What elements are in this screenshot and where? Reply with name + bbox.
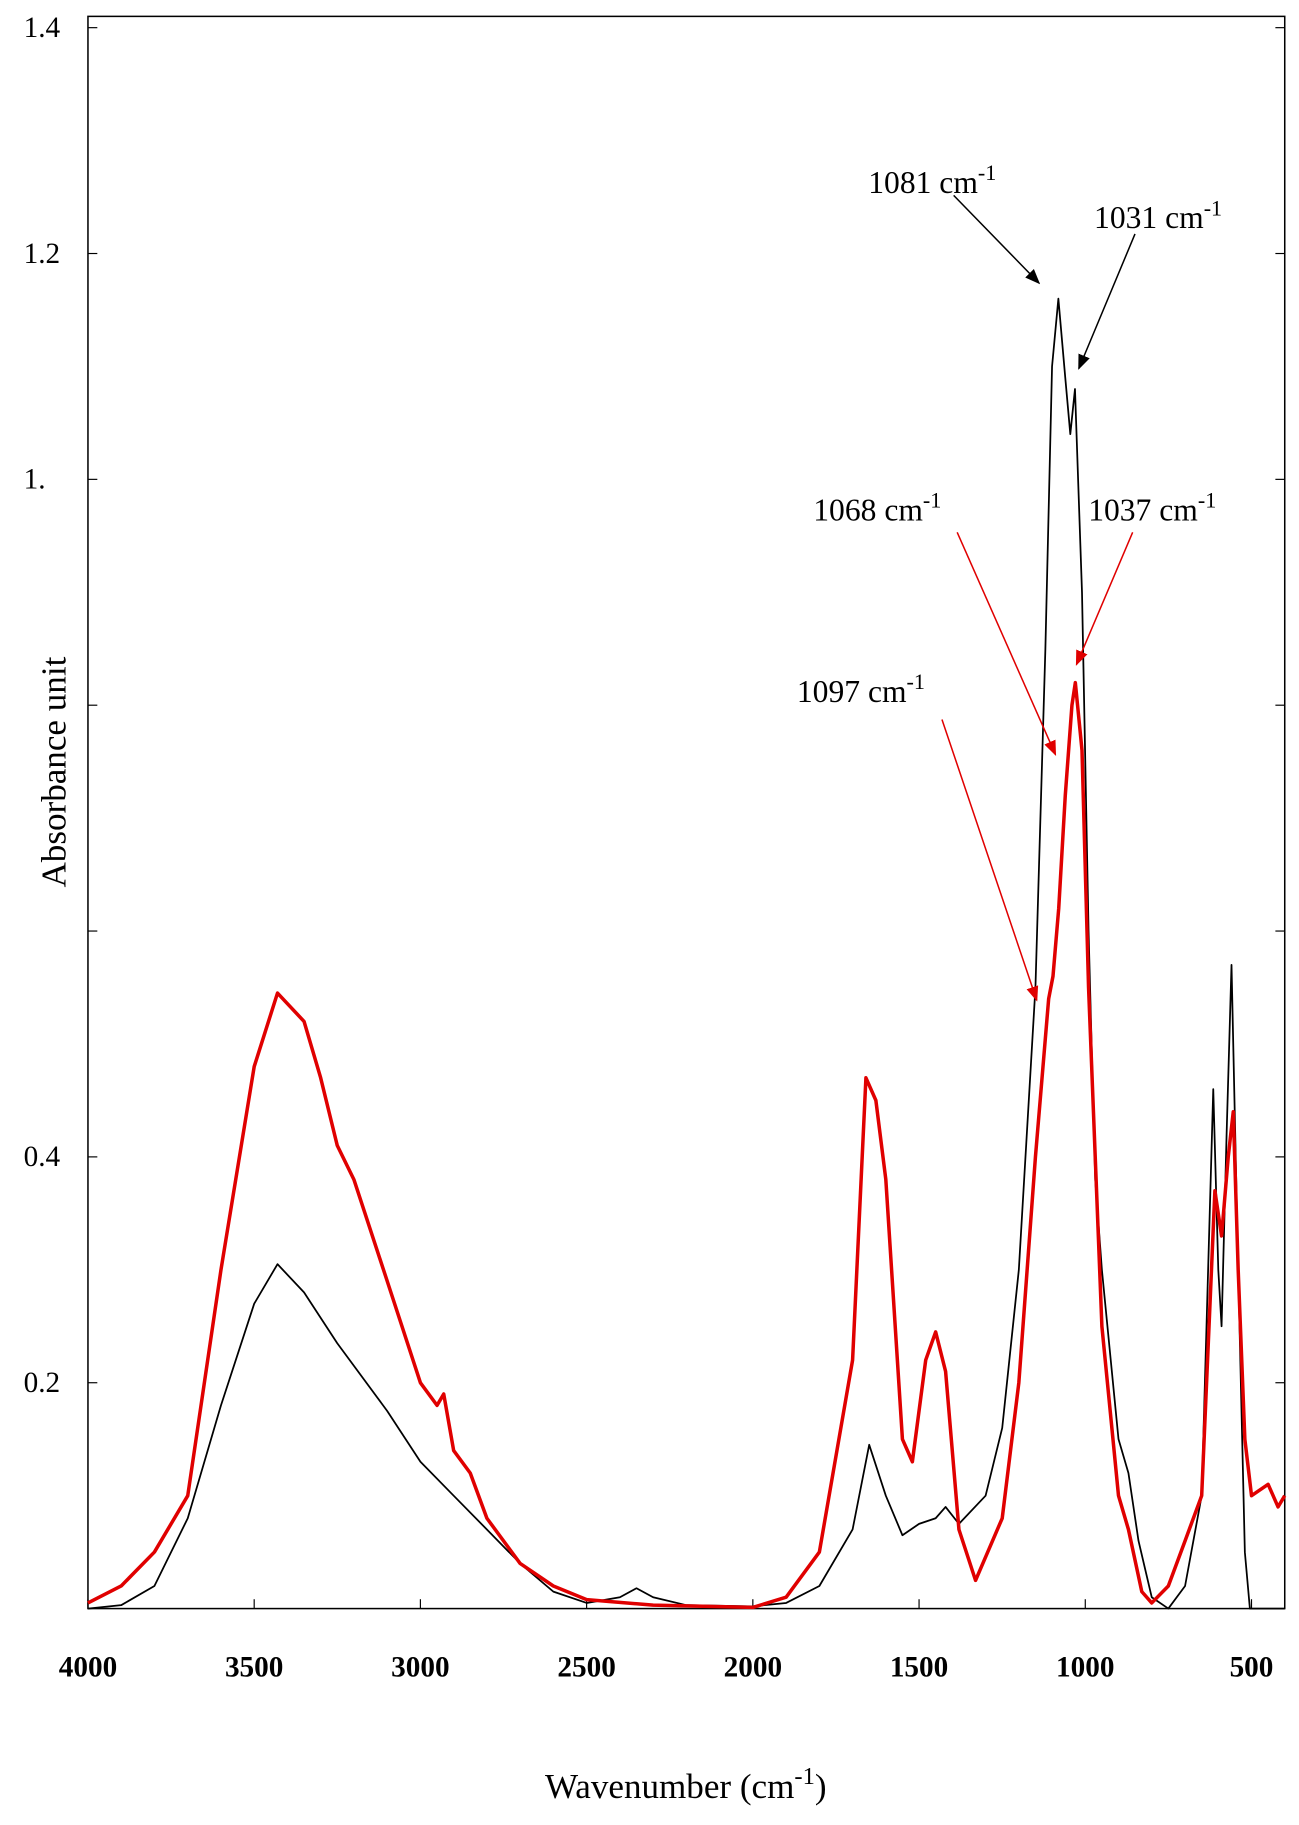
y-tick-label: 1.2 xyxy=(24,238,61,270)
y-tick-label: 0.2 xyxy=(24,1367,61,1399)
annotation-sup: -1 xyxy=(923,488,941,513)
x-axis-label: Wavenumber (cm-1) xyxy=(545,1763,827,1806)
plot-frame xyxy=(87,15,1286,1610)
annotation-sup: -1 xyxy=(978,160,996,185)
annotation-main: 1037 cm xyxy=(1088,493,1198,528)
annotation: 1037 cm-1 xyxy=(1088,488,1216,528)
annotation: 1031 cm-1 xyxy=(1094,195,1222,235)
annotation-sup: -1 xyxy=(1204,195,1222,220)
annotation-main: 1081 cm xyxy=(868,165,978,200)
x-tick-label: 4000 xyxy=(59,1651,117,1683)
annotation-main: 1031 cm xyxy=(1094,200,1204,235)
annotation-arrow xyxy=(1078,233,1136,370)
annotation: 1068 cm-1 xyxy=(813,488,941,528)
y-tick-label: 0.4 xyxy=(24,1141,61,1173)
x-tick-label: 500 xyxy=(1230,1651,1274,1683)
annotation-main: 1097 cm xyxy=(797,674,907,709)
series-line xyxy=(87,680,1287,1610)
x-tick-label: 2500 xyxy=(557,1651,615,1683)
y-tick-label: 1. xyxy=(24,464,46,496)
x-axis-label-main: Wavenumber (cm xyxy=(545,1767,794,1806)
x-tick-label: 2000 xyxy=(724,1651,782,1683)
annotation-main: 1068 cm xyxy=(813,493,923,528)
annotation-arrow xyxy=(1075,531,1134,666)
x-axis-label-suffix: ) xyxy=(815,1767,827,1806)
annotation: 1097 cm-1 xyxy=(797,669,925,709)
annotation-arrow xyxy=(953,194,1041,285)
x-tick-label: 3000 xyxy=(391,1651,449,1683)
y-axis-label: Absorbance unit xyxy=(35,656,74,887)
y-tick-label: 1.4 xyxy=(24,12,61,44)
x-tick-label: 1000 xyxy=(1056,1651,1114,1683)
x-tick-label: 3500 xyxy=(225,1651,283,1683)
annotation-sup: -1 xyxy=(1198,488,1216,513)
annotation-sup: -1 xyxy=(907,669,925,694)
x-axis-label-sup: -1 xyxy=(794,1763,814,1790)
annotation-arrow xyxy=(956,531,1057,756)
annotation: 1081 cm-1 xyxy=(868,160,996,200)
x-tick-label: 1500 xyxy=(890,1651,948,1683)
annotation-arrow xyxy=(941,719,1039,1002)
